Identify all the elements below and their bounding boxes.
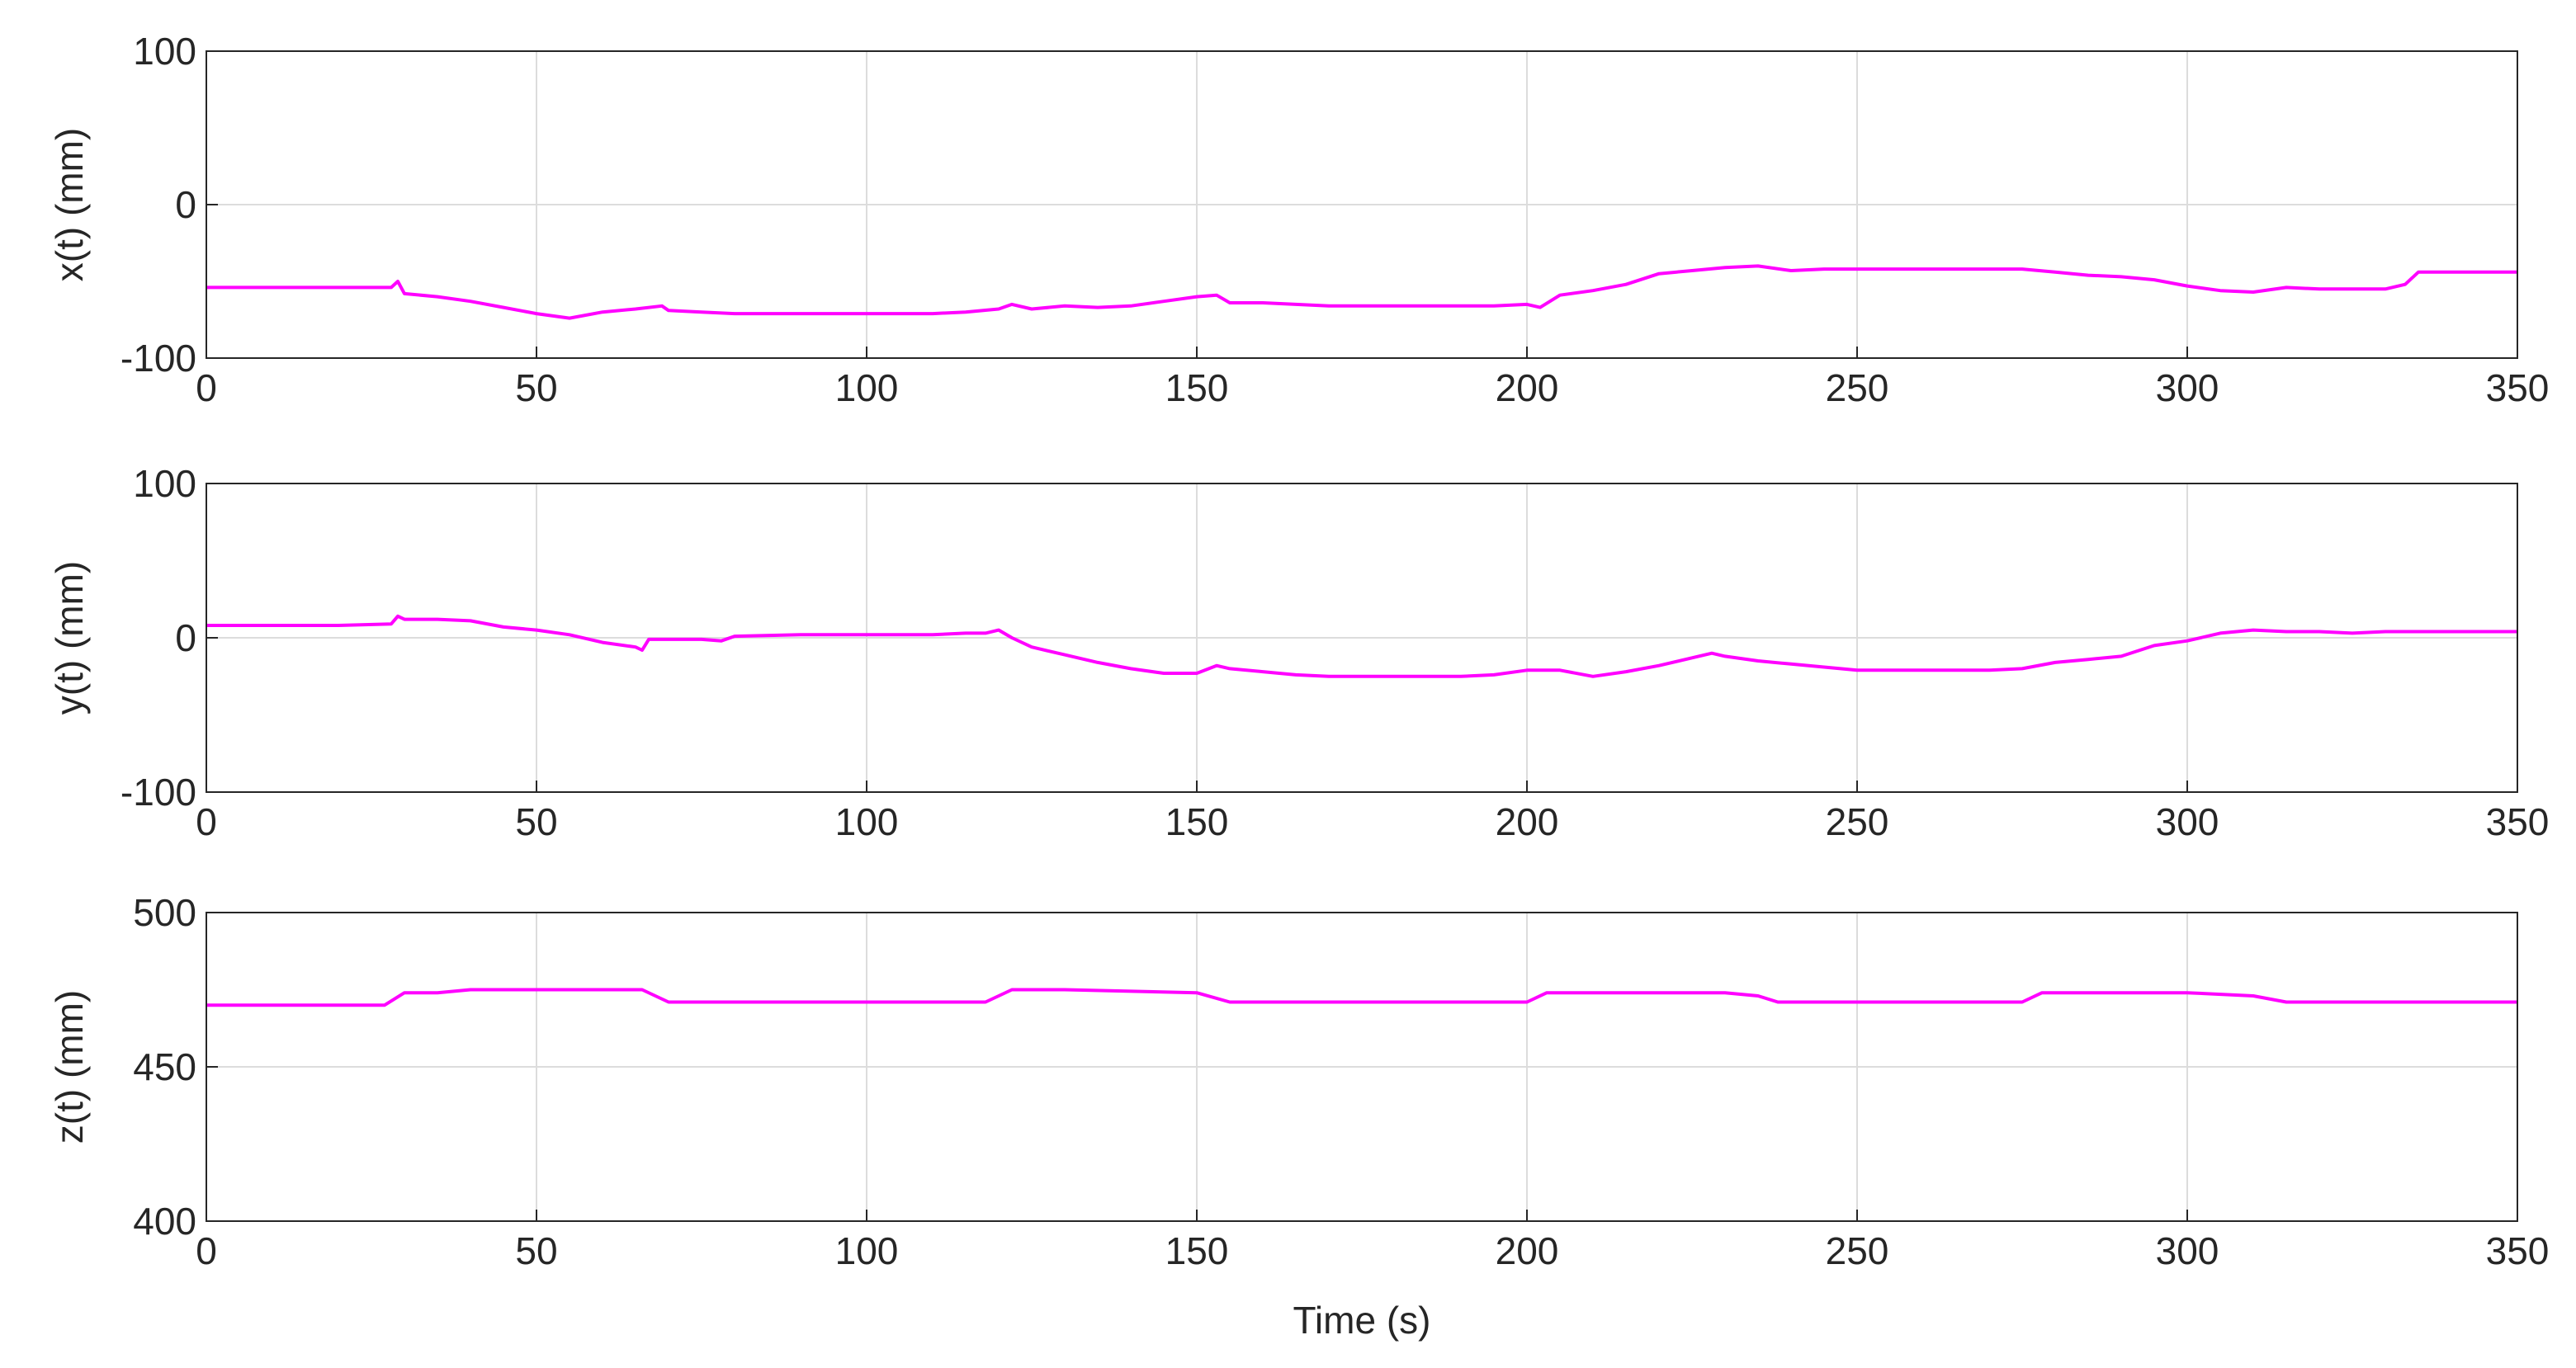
x-tick-label: 0 <box>196 1229 217 1272</box>
x-tick-label: 350 <box>2486 800 2550 843</box>
x-tick-label: 50 <box>515 800 557 843</box>
x-axis-label: Time (s) <box>1293 1299 1431 1342</box>
x-tick-label: 50 <box>515 366 557 409</box>
x-tick-label: 250 <box>1826 1229 1889 1272</box>
x-tick-label: 350 <box>2486 1229 2550 1272</box>
x-tick-label: 300 <box>2156 1229 2219 1272</box>
x-tick-label: 0 <box>196 366 217 409</box>
y-tick-label: -100 <box>121 337 196 380</box>
x-tick-label: 250 <box>1826 800 1889 843</box>
x-tick-label: 350 <box>2486 366 2550 409</box>
y-tick-label: 0 <box>175 183 196 226</box>
axes-box <box>206 50 2518 359</box>
x-tick-label: 200 <box>1496 800 1559 843</box>
y-axis-label: y(t) (mm) <box>48 561 91 715</box>
x-tick-label: 150 <box>1165 800 1229 843</box>
x-tick-label: 150 <box>1165 366 1229 409</box>
x-tick-label: 0 <box>196 800 217 843</box>
x-tick-label: 300 <box>2156 800 2219 843</box>
x-tick-label: 100 <box>835 366 899 409</box>
y-axis-label: x(t) (mm) <box>48 128 91 281</box>
data-line <box>206 614 2517 678</box>
x-tick-label: 300 <box>2156 366 2219 409</box>
x-tick-label: 200 <box>1496 1229 1559 1272</box>
x-tick-label: 200 <box>1496 366 1559 409</box>
x-tick-label: 100 <box>835 800 899 843</box>
axes-box <box>206 483 2518 793</box>
x-tick-label: 50 <box>515 1229 557 1272</box>
y-tick-label: 450 <box>133 1045 196 1088</box>
y-tick-label: -100 <box>121 771 196 814</box>
y-tick-label: 0 <box>175 616 196 659</box>
y-tick-label: 100 <box>133 30 196 73</box>
y-axis-label: z(t) (mm) <box>48 990 91 1144</box>
y-tick-label: 400 <box>133 1200 196 1243</box>
axes-box <box>206 912 2518 1222</box>
x-tick-label: 100 <box>835 1229 899 1272</box>
y-tick-label: 500 <box>133 891 196 934</box>
x-tick-label: 150 <box>1165 1229 1229 1272</box>
y-tick-label: 100 <box>133 462 196 505</box>
x-tick-label: 250 <box>1826 366 1889 409</box>
data-line <box>206 988 2517 1007</box>
data-line <box>206 264 2517 320</box>
